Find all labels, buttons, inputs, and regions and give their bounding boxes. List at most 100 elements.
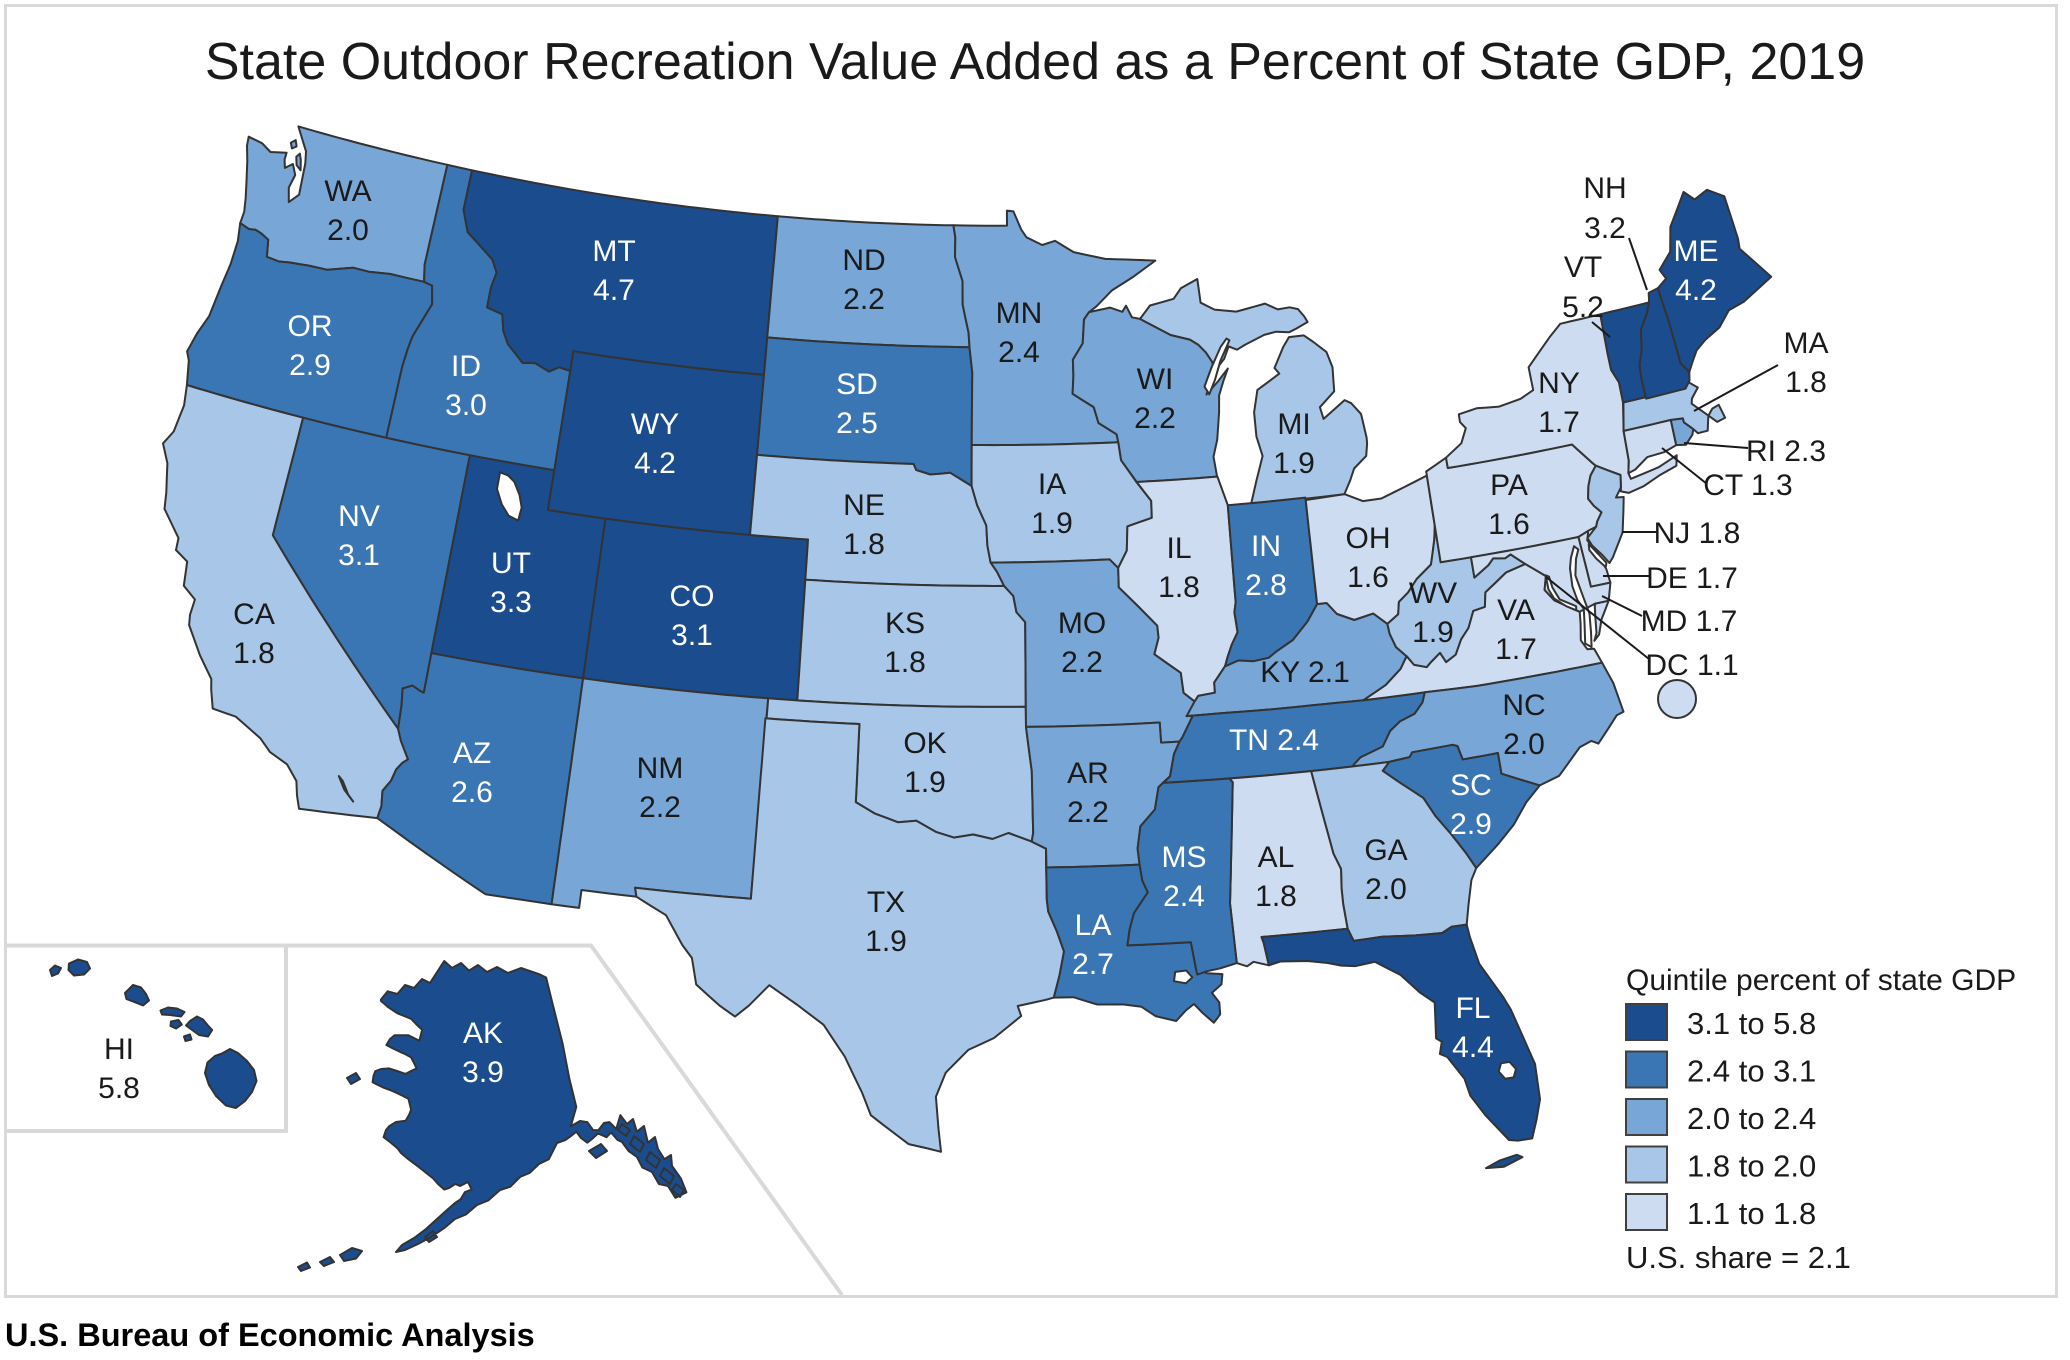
svg-text:2.5: 2.5 [836, 407, 878, 440]
svg-text:4.2: 4.2 [1675, 274, 1717, 307]
svg-text:LA: LA [1075, 909, 1112, 942]
svg-text:1.9: 1.9 [1031, 507, 1073, 540]
svg-text:IN: IN [1251, 530, 1281, 563]
svg-text:MA: MA [1784, 327, 1829, 360]
svg-text:1.9: 1.9 [865, 925, 907, 958]
svg-text:CT 1.3: CT 1.3 [1703, 469, 1793, 502]
svg-text:2.4: 2.4 [998, 336, 1040, 369]
svg-text:HI: HI [104, 1033, 134, 1066]
svg-text:DC 1.1: DC 1.1 [1645, 649, 1738, 682]
svg-text:3.2: 3.2 [1584, 212, 1626, 245]
svg-text:OH: OH [1346, 522, 1391, 555]
svg-text:4.7: 4.7 [593, 274, 635, 307]
svg-text:1.8: 1.8 [884, 646, 926, 679]
svg-text:1.8: 1.8 [1158, 571, 1200, 604]
svg-text:DE 1.7: DE 1.7 [1646, 562, 1738, 595]
svg-text:3.1: 3.1 [671, 619, 713, 652]
svg-text:NH: NH [1583, 172, 1626, 205]
svg-text:2.0: 2.0 [1365, 873, 1407, 906]
svg-text:NE: NE [843, 489, 885, 522]
svg-text:WY: WY [631, 408, 679, 441]
svg-text:5.8: 5.8 [98, 1072, 140, 1105]
svg-text:4.2: 4.2 [634, 447, 676, 480]
svg-text:2.9: 2.9 [289, 349, 331, 382]
svg-text:MT: MT [592, 235, 635, 268]
svg-text:WA: WA [324, 175, 371, 208]
svg-text:2.9: 2.9 [1450, 808, 1492, 841]
svg-text:CO: CO [670, 580, 715, 613]
svg-text:GA: GA [1364, 834, 1407, 867]
svg-text:2.8: 2.8 [1245, 569, 1287, 602]
svg-text:2.0: 2.0 [327, 214, 369, 247]
svg-text:IA: IA [1038, 468, 1066, 501]
svg-text:KY 2.1: KY 2.1 [1260, 656, 1350, 689]
svg-text:3.1 to 5.8: 3.1 to 5.8 [1687, 1006, 1816, 1041]
svg-text:TX: TX [867, 886, 905, 919]
svg-text:1.8: 1.8 [233, 637, 275, 670]
svg-text:2.4 to 3.1: 2.4 to 3.1 [1687, 1054, 1816, 1089]
svg-text:NV: NV [338, 500, 380, 533]
svg-text:VT: VT [1564, 251, 1602, 284]
svg-text:WI: WI [1137, 363, 1174, 396]
svg-text:MO: MO [1058, 607, 1106, 640]
svg-text:WV: WV [1409, 577, 1457, 610]
svg-text:3.0: 3.0 [445, 389, 487, 422]
svg-text:1.1 to 1.8: 1.1 to 1.8 [1687, 1196, 1816, 1231]
svg-text:SD: SD [836, 368, 878, 401]
svg-text:1.8 to 2.0: 1.8 to 2.0 [1687, 1149, 1816, 1184]
svg-text:1.7: 1.7 [1495, 633, 1537, 666]
svg-text:2.2: 2.2 [1061, 646, 1103, 679]
svg-text:SC: SC [1450, 769, 1492, 802]
svg-text:IL: IL [1166, 532, 1191, 565]
svg-text:1.8: 1.8 [843, 528, 885, 561]
svg-text:RI 2.3: RI 2.3 [1746, 435, 1826, 468]
svg-text:ND: ND [842, 244, 885, 277]
svg-text:1.9: 1.9 [1412, 616, 1454, 649]
svg-text:2.4: 2.4 [1163, 880, 1205, 913]
svg-text:OR: OR [288, 310, 333, 343]
svg-text:1.9: 1.9 [904, 766, 946, 799]
svg-text:2.0 to 2.4: 2.0 to 2.4 [1687, 1101, 1816, 1136]
svg-text:NC: NC [1502, 689, 1545, 722]
svg-text:AK: AK [463, 1017, 503, 1050]
svg-text:AR: AR [1067, 757, 1109, 790]
svg-text:State Outdoor Recreation Value: State Outdoor Recreation Value Added as … [205, 33, 1865, 91]
svg-text:MS: MS [1162, 841, 1207, 874]
svg-text:U.S. Bureau of Economic Analys: U.S. Bureau of Economic Analysis [5, 1317, 535, 1353]
svg-text:1.6: 1.6 [1347, 561, 1389, 594]
svg-text:5.2: 5.2 [1562, 291, 1604, 324]
svg-text:2.2: 2.2 [1134, 402, 1176, 435]
svg-text:U.S. share = 2.1: U.S. share = 2.1 [1626, 1240, 1851, 1275]
svg-text:1.8: 1.8 [1255, 880, 1297, 913]
svg-text:CA: CA [233, 598, 275, 631]
svg-text:FL: FL [1455, 992, 1490, 1025]
svg-text:AL: AL [1258, 841, 1295, 874]
svg-text:2.2: 2.2 [639, 791, 681, 824]
svg-text:MI: MI [1277, 408, 1310, 441]
svg-text:ID: ID [451, 350, 481, 383]
svg-text:ME: ME [1674, 235, 1719, 268]
svg-text:MD 1.7: MD 1.7 [1641, 605, 1738, 638]
svg-text:KS: KS [885, 607, 925, 640]
svg-text:UT: UT [491, 547, 531, 580]
svg-text:2.6: 2.6 [451, 776, 493, 809]
svg-text:1.8: 1.8 [1785, 366, 1827, 399]
svg-text:1.7: 1.7 [1538, 406, 1580, 439]
svg-text:1.9: 1.9 [1273, 447, 1315, 480]
svg-text:Quintile percent of state GDP: Quintile percent of state GDP [1626, 964, 2016, 997]
svg-text:3.1: 3.1 [338, 539, 380, 572]
svg-text:2.7: 2.7 [1072, 948, 1114, 981]
svg-text:2.2: 2.2 [1067, 796, 1109, 829]
svg-text:2.0: 2.0 [1503, 728, 1545, 761]
svg-text:NJ 1.8: NJ 1.8 [1654, 517, 1741, 550]
svg-text:OK: OK [903, 727, 946, 760]
svg-text:AZ: AZ [453, 737, 491, 770]
svg-text:TN 2.4: TN 2.4 [1229, 724, 1319, 757]
svg-text:1.6: 1.6 [1488, 508, 1530, 541]
svg-text:3.9: 3.9 [462, 1056, 504, 1089]
svg-text:PA: PA [1490, 469, 1528, 502]
svg-text:VA: VA [1497, 594, 1535, 627]
svg-text:NY: NY [1538, 367, 1580, 400]
svg-text:4.4: 4.4 [1452, 1031, 1494, 1064]
svg-text:NM: NM [637, 752, 684, 785]
